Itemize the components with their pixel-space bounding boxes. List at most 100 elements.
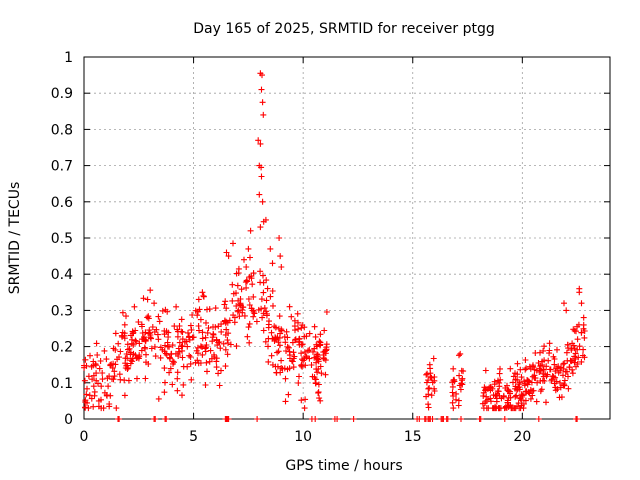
- data-point: [188, 376, 195, 383]
- data-point: [580, 314, 587, 321]
- data-point: [296, 338, 303, 345]
- data-point: [514, 371, 521, 378]
- data-point: [225, 416, 232, 422]
- data-point: [508, 405, 515, 412]
- data-point: [294, 310, 301, 317]
- data-point: [554, 346, 560, 353]
- data-point: [458, 367, 465, 374]
- data-point: [492, 392, 499, 399]
- data-point: [281, 333, 288, 340]
- data-point: [250, 270, 257, 277]
- data-point: [575, 354, 582, 361]
- data-point: [133, 338, 140, 345]
- data-point: [522, 366, 529, 373]
- data-point: [561, 382, 568, 389]
- data-point: [278, 357, 285, 364]
- data-point: [253, 318, 260, 325]
- data-point: [272, 335, 279, 342]
- data-point: [178, 343, 185, 350]
- data-point: [305, 347, 311, 354]
- data-point: [272, 324, 279, 331]
- data-point: [306, 347, 313, 353]
- data-point: [520, 401, 527, 407]
- data-point: [123, 313, 129, 320]
- data-point: [295, 319, 301, 326]
- data-point: [143, 351, 149, 358]
- data-point: [262, 216, 269, 223]
- data-point: [453, 390, 460, 397]
- data-point: [245, 324, 252, 331]
- data-point: [161, 327, 168, 334]
- data-point: [197, 316, 204, 323]
- data-point: [221, 301, 228, 308]
- data-point: [162, 379, 168, 386]
- data-point: [298, 397, 305, 404]
- data-point: [533, 398, 540, 405]
- data-point: [323, 346, 330, 353]
- data-point: [515, 400, 522, 407]
- data-point: [480, 405, 487, 412]
- data-point: [95, 397, 102, 404]
- data-point: [114, 356, 121, 363]
- data-point: [427, 365, 434, 372]
- data-point: [546, 350, 553, 357]
- data-point: [95, 380, 101, 387]
- data-point: [534, 379, 541, 386]
- data-point: [121, 321, 128, 328]
- data-point: [568, 345, 575, 352]
- data-point: [566, 364, 573, 371]
- data-point: [243, 284, 250, 291]
- data-point: [310, 348, 316, 355]
- data-point: [264, 310, 270, 317]
- data-point: [531, 374, 538, 381]
- data-point: [567, 357, 574, 364]
- data-point: [149, 324, 156, 330]
- data-point: [171, 359, 177, 366]
- data-point: [179, 347, 186, 354]
- data-point: [315, 356, 322, 363]
- data-point: [98, 383, 105, 390]
- data-point: [493, 398, 500, 405]
- data-point: [428, 392, 435, 399]
- data-point: [266, 318, 272, 325]
- data-point: [277, 330, 284, 337]
- data-point: [202, 334, 209, 341]
- data-point: [199, 351, 206, 358]
- data-point: [550, 353, 557, 360]
- data-point: [132, 327, 139, 334]
- data-point: [249, 307, 256, 314]
- data-point: [204, 368, 210, 375]
- data-point: [578, 300, 585, 307]
- data-point: [205, 325, 212, 331]
- data-point: [551, 380, 558, 387]
- data-point: [314, 343, 320, 350]
- data-point: [295, 326, 302, 333]
- data-point: [535, 360, 542, 366]
- data-point: [457, 386, 464, 393]
- data-point: [209, 338, 216, 345]
- data-point: [156, 318, 163, 325]
- data-point: [308, 362, 315, 368]
- data-point: [242, 279, 249, 286]
- data-point: [121, 377, 128, 384]
- data-point: [95, 403, 102, 410]
- data-point: [573, 328, 579, 335]
- data-point: [259, 314, 266, 321]
- data-point: [194, 344, 201, 351]
- data-point: [249, 281, 256, 288]
- data-point: [477, 416, 484, 422]
- data-point: [138, 347, 145, 354]
- data-point: [518, 374, 525, 381]
- data-point: [99, 376, 106, 383]
- y-tick-label: 0.3: [51, 303, 73, 319]
- y-tick-label: 0.7: [51, 159, 73, 175]
- data-point: [107, 392, 114, 399]
- data-point: [312, 416, 319, 422]
- data-point: [157, 354, 164, 361]
- data-point: [187, 322, 194, 329]
- data-point: [93, 370, 100, 377]
- data-point: [554, 386, 561, 393]
- data-point: [313, 359, 320, 366]
- data-point: [259, 99, 266, 106]
- data-point: [285, 391, 292, 398]
